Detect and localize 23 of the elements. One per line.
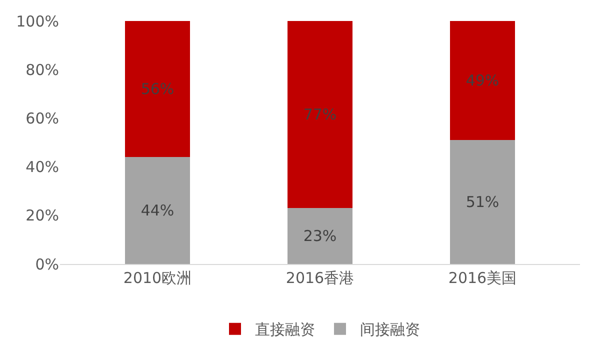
y-tick-label: 100% <box>16 12 59 30</box>
y-tick-label: 60% <box>26 109 59 128</box>
data-label: 23% <box>303 227 337 246</box>
bar <box>288 21 352 208</box>
bar <box>125 157 190 264</box>
data-label: 56% <box>140 80 174 98</box>
y-tick-label: 40% <box>26 158 59 176</box>
bar <box>288 208 352 264</box>
x-tick-label: 2010欧洲 <box>123 269 192 287</box>
data-label: 51% <box>466 193 500 212</box>
data-label: 44% <box>140 202 174 220</box>
bar <box>450 140 515 264</box>
data-label: 77% <box>303 106 337 124</box>
bar <box>125 21 190 158</box>
x-tick-label: 2016美国 <box>448 269 517 287</box>
y-tick-label: 0% <box>35 255 59 274</box>
y-tick-label: 20% <box>26 206 59 225</box>
y-tick-label: 80% <box>26 60 59 79</box>
data-label: 49% <box>466 72 500 90</box>
x-tick-label: 2016香港 <box>286 269 354 287</box>
legend-label: 直接融资 <box>255 320 315 339</box>
legend-label: 间接融资 <box>360 320 420 339</box>
bar <box>450 21 515 140</box>
